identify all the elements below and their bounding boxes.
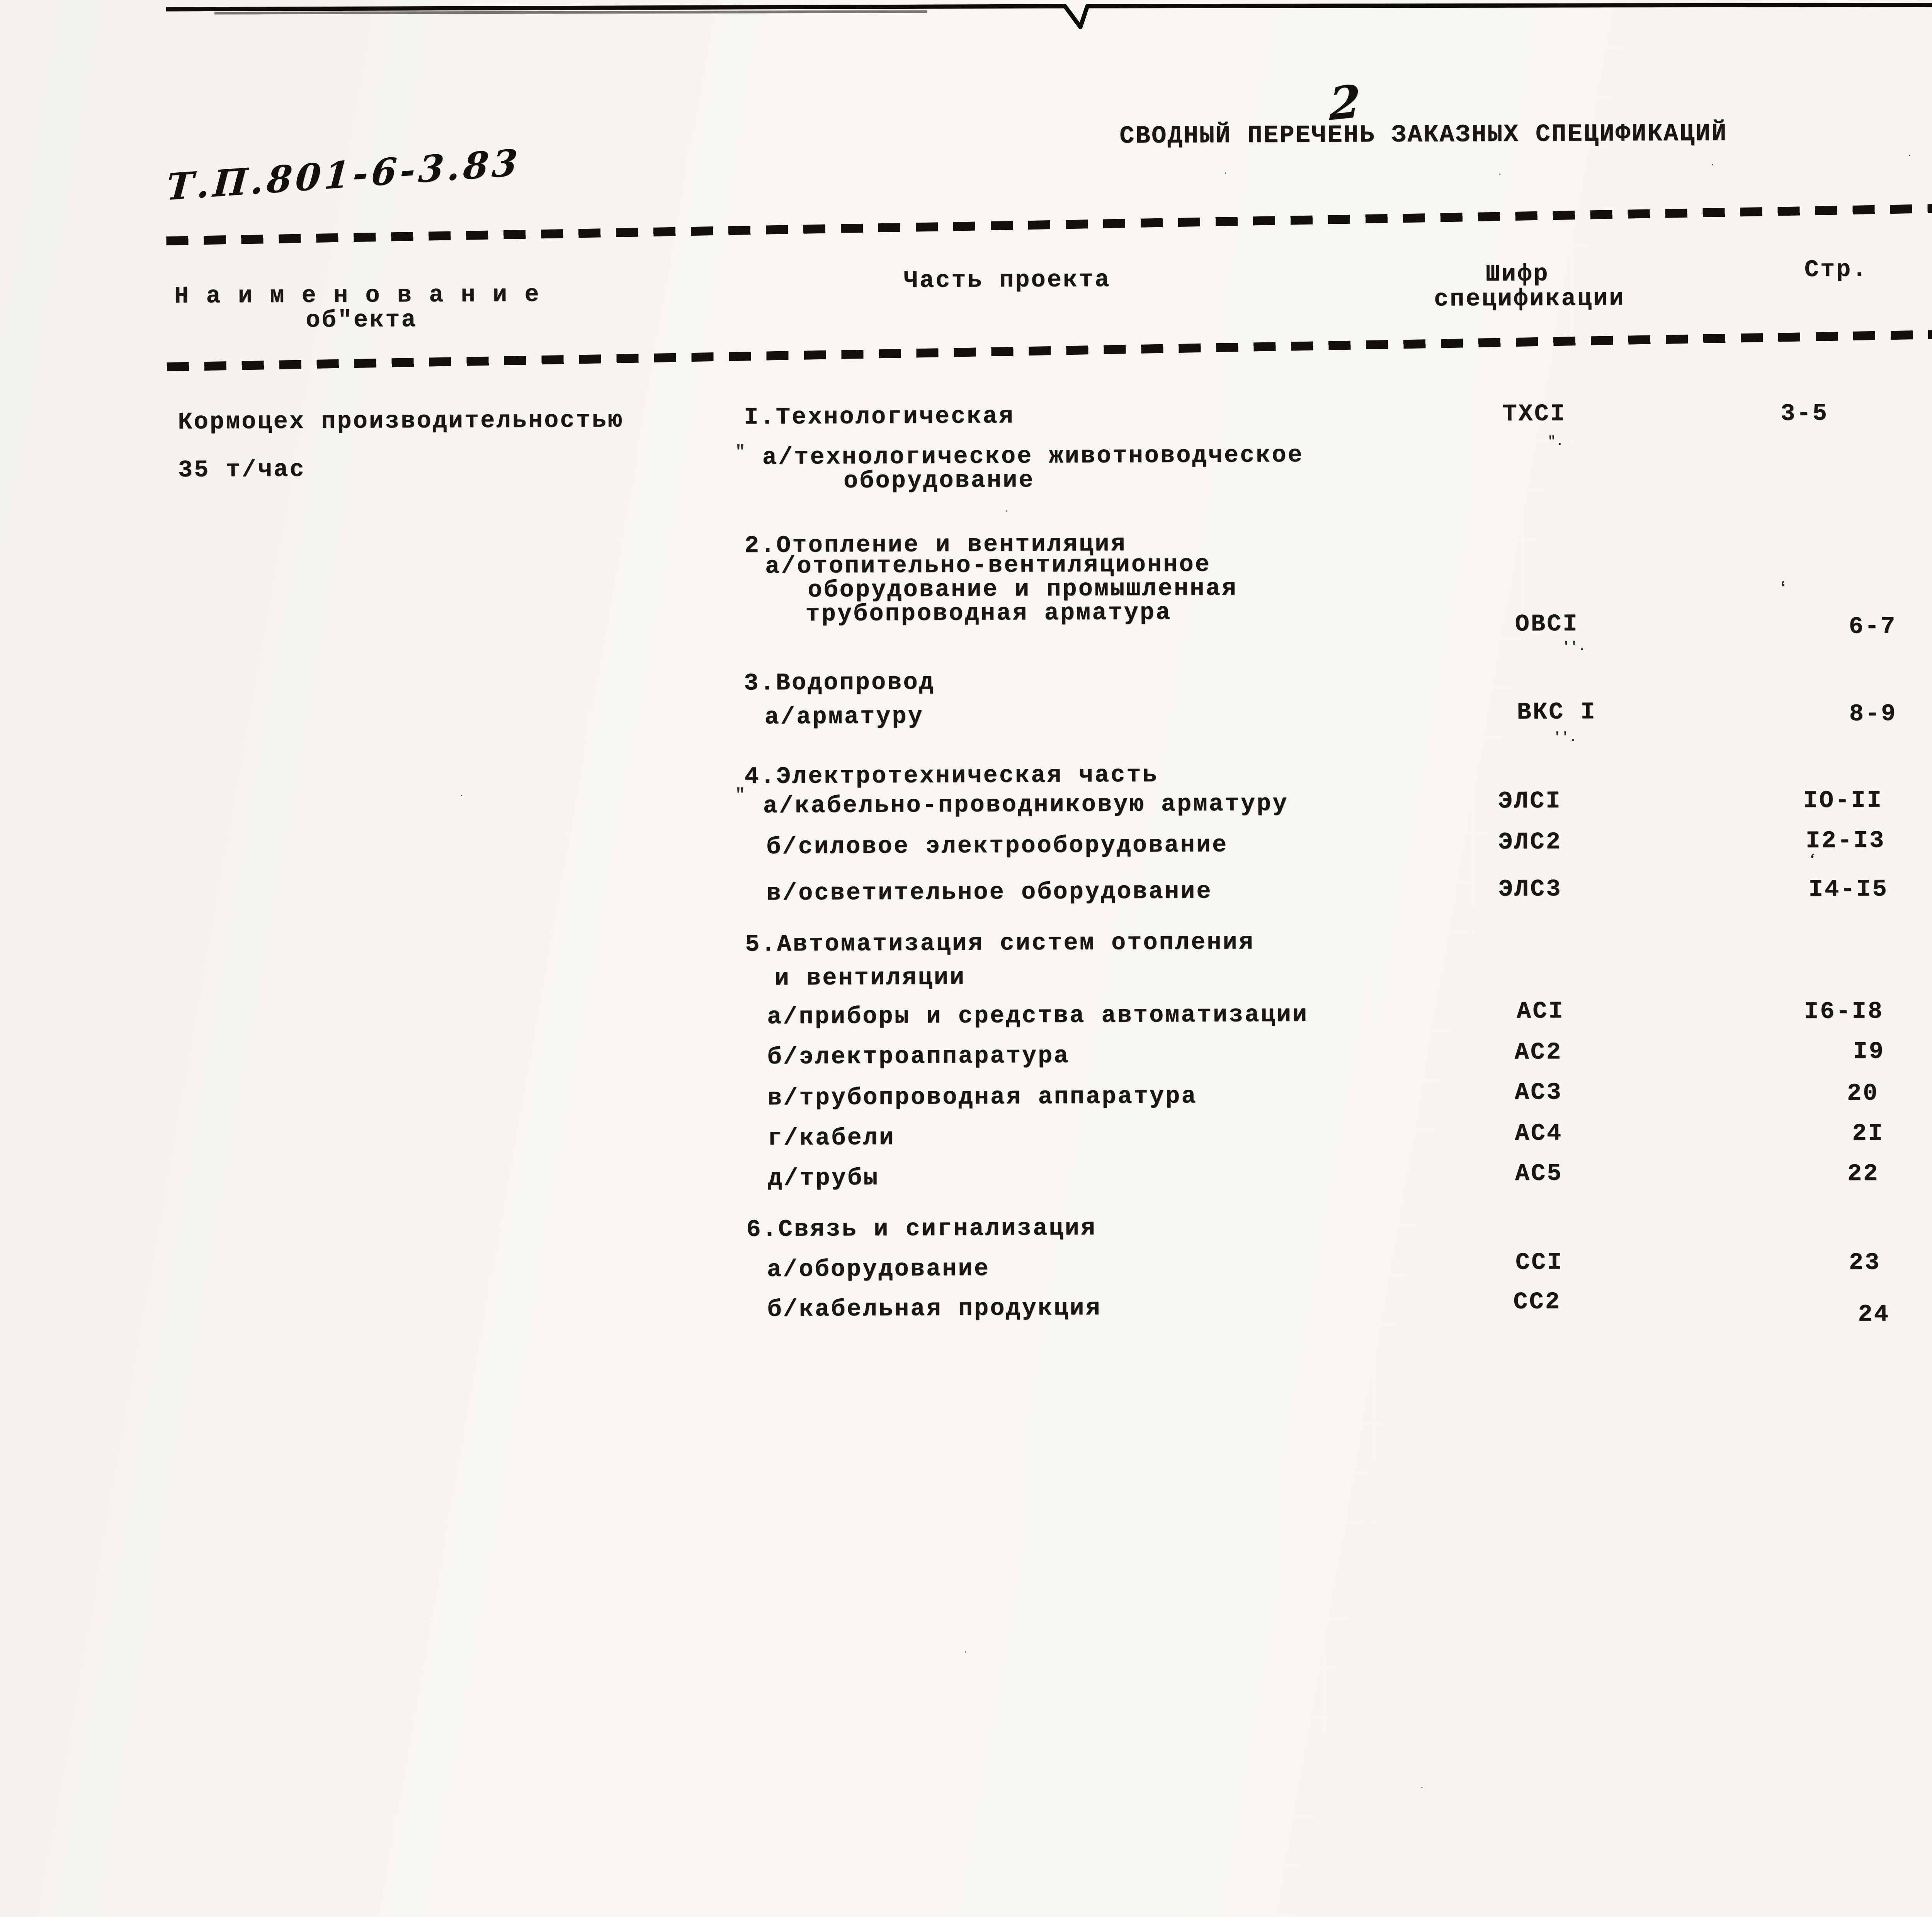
page-ref: 3-5: [1781, 400, 1829, 427]
page-ref: I2-I3: [1806, 827, 1886, 855]
spec-subitem: б/кабельная продукция: [767, 1294, 1102, 1323]
spec-subitem: а/кабельно-проводниковую арматуру: [763, 790, 1289, 820]
page-ref: IO-II: [1803, 786, 1883, 815]
spec-section-title: 6.Связь и сигнализация: [746, 1214, 1097, 1243]
spec-code: ВКС I: [1517, 698, 1597, 726]
page-ref: 8-9: [1849, 700, 1897, 728]
ditto-mark: ''.: [1562, 640, 1586, 655]
header-rule-bottom: [167, 318, 1932, 371]
spec-code: ОВСI: [1515, 610, 1579, 638]
spec-subitem: д/трубы: [767, 1164, 879, 1192]
page-ref: I6-I8: [1804, 997, 1884, 1026]
paper-speck: ·: [1420, 1782, 1424, 1794]
paper-speck: ·: [1224, 167, 1227, 180]
spec-subitem: г/кабели: [767, 1124, 895, 1152]
col-header-project-part: Часть проекта: [903, 266, 1111, 294]
spec-subitem: б/электроаппаратура: [767, 1042, 1070, 1071]
paper-speck: ·: [460, 790, 463, 802]
spec-code: АС5: [1515, 1160, 1563, 1187]
paper-speck: ·: [1908, 150, 1911, 162]
spec-subitem: а/технологическое животноводческое: [762, 441, 1304, 471]
col-header-spec-code: Шифр: [1485, 260, 1549, 288]
page-ref: 6-7: [1849, 612, 1897, 640]
ink-tick: ʻ: [1777, 578, 1789, 600]
spec-section-title: 3.Водопровод: [744, 668, 935, 697]
ink-tick: ʻ: [1802, 849, 1819, 871]
spec-code: ЭЛС2: [1498, 828, 1562, 856]
col-header-object-name: Н а и м е н о в а н и е: [174, 281, 541, 310]
spec-code: СС2: [1513, 1288, 1561, 1316]
spec-code: ЭЛС3: [1498, 875, 1562, 903]
page-ref: 2I: [1852, 1119, 1884, 1147]
spec-code: АС2: [1514, 1038, 1563, 1066]
object-name-line: 35 т/час: [178, 456, 306, 484]
col-header-object-name-2: об"екта: [306, 306, 417, 334]
spec-subitem: а/арматуру: [764, 703, 924, 731]
page-ref: 24: [1858, 1300, 1890, 1328]
ink-quote-mark: ": [735, 442, 746, 462]
col-header-spec-code-2: спецификации: [1434, 284, 1625, 313]
spec-subitem: а/приборы и средства автоматизации: [767, 1001, 1309, 1031]
paper-speck: ·: [1711, 159, 1714, 171]
page-ref: I9: [1853, 1038, 1885, 1065]
spec-subitem-cont: трубопроводная арматура: [805, 599, 1172, 628]
spec-code: АСI: [1516, 997, 1565, 1025]
spec-subitem-cont: оборудование: [843, 466, 1035, 495]
page-ref: I4-I5: [1808, 875, 1888, 903]
header-rule-top: [166, 192, 1932, 245]
col-header-page: Стр.: [1804, 255, 1868, 284]
paper-speck: ·: [1005, 505, 1009, 517]
paper-speck: ·: [964, 1646, 967, 1658]
ditto-mark: ".: [1548, 434, 1564, 449]
spec-subitem: б/силовое электрооборудование: [766, 831, 1228, 861]
spec-section-title: 5.Автоматизация систем отопления: [745, 928, 1255, 958]
spec-subitem: в/осветительное оборудование: [766, 878, 1213, 907]
object-name-line: Кормоцех производительностью: [178, 406, 624, 436]
page-ref: 23: [1849, 1249, 1881, 1276]
spec-code: ССI: [1515, 1249, 1563, 1276]
ink-quote-mark: ": [735, 786, 746, 805]
spec-code: АС4: [1515, 1119, 1563, 1147]
ditto-mark: ''.: [1553, 730, 1577, 745]
spec-code: АС3: [1514, 1078, 1563, 1106]
spec-section-title: 4.Электротехническая часть: [744, 761, 1158, 791]
spec-section-cont: и вентиляции: [774, 963, 966, 992]
spec-subitem-cont: оборудование и промышленная: [808, 574, 1238, 604]
document-title: СВОДНЫЙ ПЕРЕЧЕНЬ ЗАКАЗНЫХ СПЕЦИФИКАЦИЙ: [1119, 120, 1728, 151]
spec-code: ТХСI: [1502, 400, 1566, 428]
paper-speck: ·: [1498, 168, 1502, 180]
spec-subitem: а/оборудование: [767, 1255, 990, 1284]
spec-subitem: в/трубопроводная аппаратура: [767, 1082, 1197, 1112]
spec-section-title: I.Технологическая: [744, 402, 1015, 431]
page-ref: 20: [1847, 1079, 1879, 1107]
spec-code: ЭЛСI: [1498, 787, 1562, 815]
page-ref: 22: [1847, 1160, 1879, 1187]
